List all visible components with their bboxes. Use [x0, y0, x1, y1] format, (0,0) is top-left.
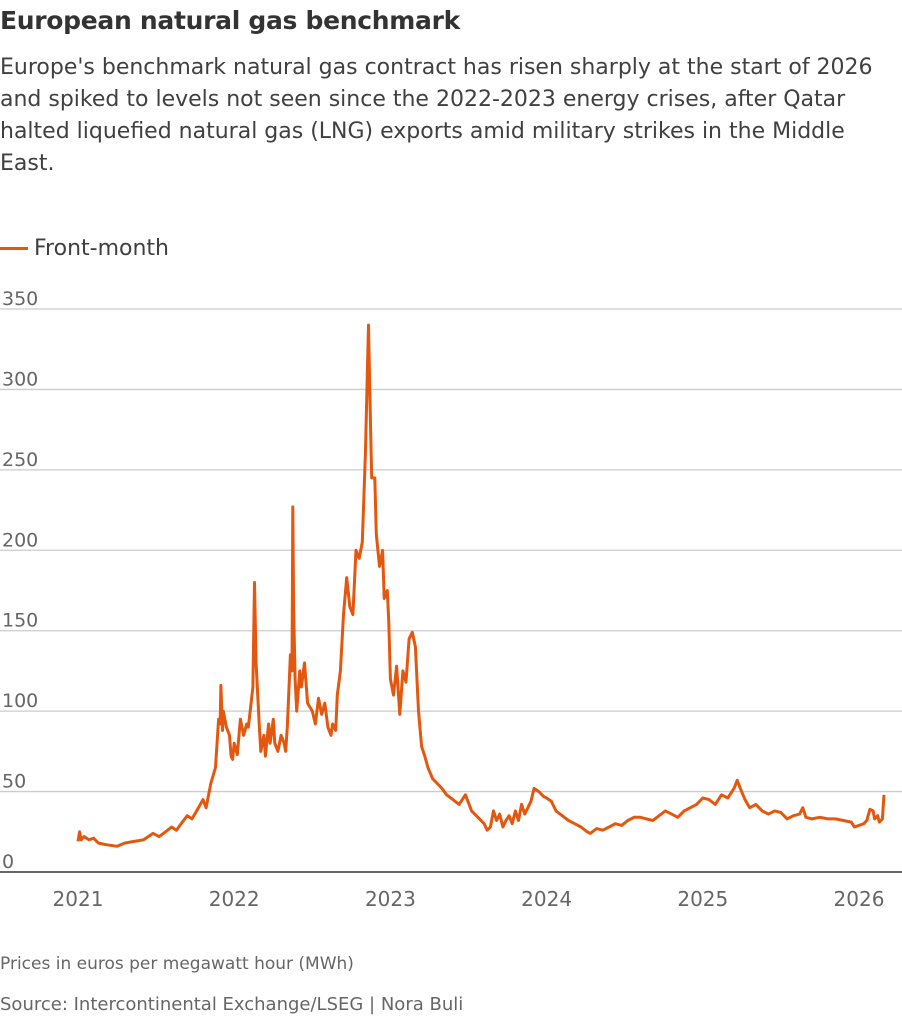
chart-title: European natural gas benchmark [0, 6, 460, 35]
legend-label: Front-month [34, 236, 169, 261]
y-tick-label: 50 [2, 771, 26, 793]
units-note: Prices in euros per megawatt hour (MWh) [0, 954, 354, 974]
y-tick-label: 100 [2, 690, 38, 712]
y-tick-label: 200 [2, 529, 38, 551]
chart-subtitle: Europe's benchmark natural gas contract … [0, 55, 873, 176]
y-tick-label: 300 [2, 368, 38, 390]
x-tick-label: 2025 [677, 887, 728, 911]
y-tick-label: 350 [2, 288, 38, 310]
x-tick-label: 2023 [365, 887, 416, 911]
x-tick-label: 2022 [209, 887, 260, 911]
source-note: Source: Intercontinental Exchange/LSEG |… [0, 994, 464, 1015]
legend: Front-month [0, 236, 169, 261]
y-tick-label: 150 [2, 610, 38, 632]
y-tick-label: 250 [2, 449, 38, 471]
x-tick-label: 2026 [834, 887, 885, 911]
x-tick-label: 2021 [53, 887, 104, 911]
series-line-front-month [76, 323, 886, 848]
line-chart: 0 50 100 150 200 250 300 350 2021 2022 2023 2024 202… [0, 288, 902, 911]
x-tick-label: 2024 [521, 887, 572, 911]
legend-swatch [0, 247, 28, 250]
y-tick-label: 0 [2, 851, 14, 873]
